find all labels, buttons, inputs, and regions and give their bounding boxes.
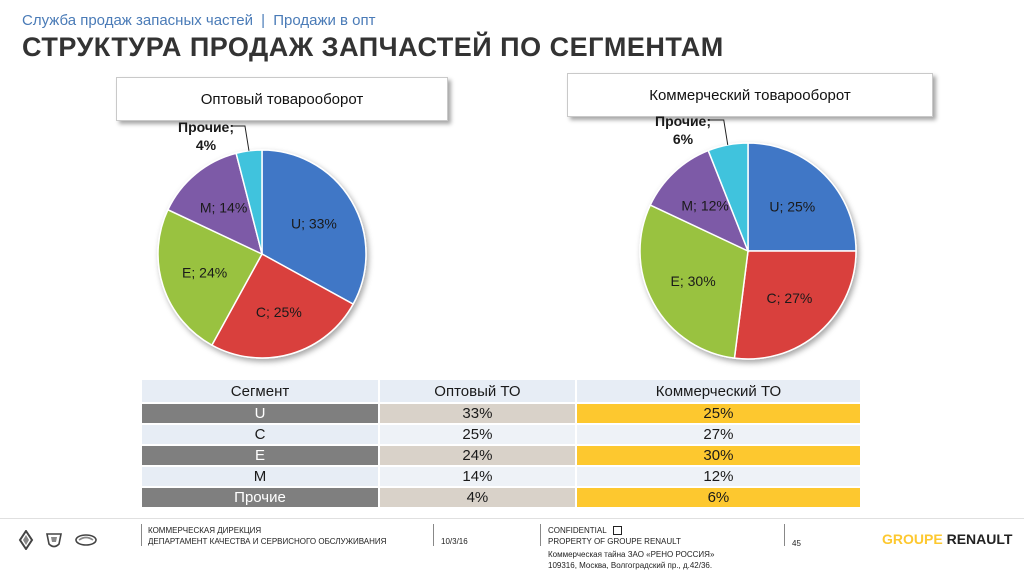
table-row: M 14% 12% bbox=[142, 467, 860, 486]
commercial-cell: 30% bbox=[576, 446, 860, 465]
page-number: 45 bbox=[792, 539, 801, 548]
footer-divider bbox=[0, 518, 1024, 519]
table-header-row: Сегмент Оптовый ТО Коммерческий ТО bbox=[142, 380, 860, 402]
pie-leader-line bbox=[709, 119, 729, 145]
pie-label-other-line2: 6% bbox=[673, 131, 694, 147]
table-row: C 25% 27% bbox=[142, 425, 860, 444]
property-label: PROPERTY OF GROUPE RENAULT bbox=[548, 537, 681, 546]
pie-leader-line bbox=[232, 125, 250, 151]
confidential-label: CONFIDENTIAL bbox=[548, 526, 607, 535]
column-header-commercial: Коммерческий ТО bbox=[576, 380, 860, 402]
pie-label-c: C; 27% bbox=[766, 290, 812, 306]
pie-label-e: E; 24% bbox=[182, 265, 227, 281]
pie-label-u: U; 25% bbox=[769, 199, 815, 215]
table-row: U 33% 25% bbox=[142, 404, 860, 423]
breadcrumb: Служба продаж запасных частей | Продажи … bbox=[22, 12, 376, 29]
table-row: Прочие 4% 6% bbox=[142, 488, 860, 507]
legal-line1: Коммерческая тайна ЗАО «РЕНО РОССИЯ» bbox=[548, 550, 715, 559]
segments-table: Сегмент Оптовый ТО Коммерческий ТО U 33%… bbox=[140, 378, 862, 509]
pie-label-c: C; 25% bbox=[256, 304, 302, 320]
pie-slice-u bbox=[747, 142, 857, 252]
footer-confidential: CONFIDENTIAL PROPERTY OF GROUPE RENAULT bbox=[548, 525, 681, 547]
legal-line2: 109316, Москва, Волгоградский пр., д.42/… bbox=[548, 561, 713, 570]
page-title: СТРУКТУРА ПРОДАЖ ЗАПЧАСТЕЙ ПО СЕГМЕНТАМ bbox=[22, 32, 724, 62]
footer-department: КОММЕРЧЕСКАЯ ДИРЕКЦИЯ ДЕПАРТАМЕНТ КАЧЕСТ… bbox=[148, 525, 386, 547]
pie-slice-c bbox=[733, 250, 857, 360]
footer-legal: Коммерческая тайна ЗАО «РЕНО РОССИЯ» 109… bbox=[548, 549, 714, 571]
pie-slice-m bbox=[649, 149, 750, 253]
pie-slice-c bbox=[210, 252, 355, 359]
pie-chart-1 bbox=[639, 142, 857, 360]
pie-label-other-line1: Прочие; bbox=[655, 113, 711, 129]
footer-separator bbox=[784, 524, 785, 546]
segment-cell: C bbox=[142, 425, 378, 444]
pie-slice-e bbox=[157, 208, 264, 347]
samsung-motors-logo-icon bbox=[75, 534, 97, 546]
brand-groupe: GROUPE bbox=[882, 531, 943, 547]
confidential-checkbox-icon bbox=[612, 526, 622, 536]
segment-cell: E bbox=[142, 446, 378, 465]
commercial-cell: 6% bbox=[576, 488, 860, 507]
footer-dept-line2: ДЕПАРТАМЕНТ КАЧЕСТВА И СЕРВИСНОГО ОБСЛУЖ… bbox=[148, 537, 387, 546]
footer-date: 10/3/16 bbox=[441, 537, 468, 546]
pie-label-other-line1: Прочие; bbox=[178, 119, 234, 135]
groupe-renault-logo: GROUPE RENAULT bbox=[882, 531, 1012, 547]
segment-cell: M bbox=[142, 467, 378, 486]
pie-label-other-line2: 4% bbox=[196, 137, 217, 153]
pie-charts: U; 33% C; 25% E; 24% M; 14% Прочие; 4% U; 25% C… bbox=[157, 113, 857, 360]
wholesale-cell: 25% bbox=[380, 425, 575, 444]
breadcrumb-page: Продажи в опт bbox=[273, 12, 376, 29]
pie-slice-m bbox=[166, 152, 264, 256]
segment-cell: U bbox=[142, 404, 378, 423]
renault-logo-icon bbox=[18, 530, 34, 550]
pie-label-m: M; 12% bbox=[681, 197, 728, 213]
dacia-logo-icon bbox=[46, 533, 62, 548]
pie-slice-u bbox=[261, 149, 367, 306]
pie-slice-e bbox=[639, 204, 749, 359]
pie-label-u: U; 33% bbox=[291, 215, 337, 231]
table-row: E 24% 30% bbox=[142, 446, 860, 465]
commercial-cell: 27% bbox=[576, 425, 860, 444]
footer-separator bbox=[433, 524, 434, 546]
column-header-segment: Сегмент bbox=[142, 380, 378, 402]
footer-separator bbox=[141, 524, 142, 546]
brand-renault: RENAULT bbox=[946, 531, 1013, 547]
wholesale-cell: 4% bbox=[380, 488, 575, 507]
wholesale-cell: 33% bbox=[380, 404, 575, 423]
pie-chart-0 bbox=[157, 149, 367, 359]
wholesale-cell: 14% bbox=[380, 467, 575, 486]
footer-logos bbox=[18, 530, 98, 550]
footer-dept-line1: КОММЕРЧЕСКАЯ ДИРЕКЦИЯ bbox=[148, 526, 262, 535]
commercial-cell: 25% bbox=[576, 404, 860, 423]
pie-slice-other bbox=[707, 142, 749, 252]
pie-label-m: M; 14% bbox=[200, 200, 247, 216]
column-header-wholesale: Оптовый ТО bbox=[380, 380, 575, 402]
footer-separator bbox=[540, 524, 541, 546]
pie-label-e: E; 30% bbox=[671, 273, 716, 289]
chart-title-wholesale: Оптовый товарооборот bbox=[116, 77, 448, 121]
breadcrumb-section: Служба продаж запасных частей bbox=[22, 12, 253, 29]
breadcrumb-separator: | bbox=[261, 12, 266, 29]
wholesale-cell: 24% bbox=[380, 446, 575, 465]
segment-cell: Прочие bbox=[142, 488, 378, 507]
chart-title-commercial: Коммерческий товарооборот bbox=[567, 73, 933, 117]
commercial-cell: 12% bbox=[576, 467, 860, 486]
